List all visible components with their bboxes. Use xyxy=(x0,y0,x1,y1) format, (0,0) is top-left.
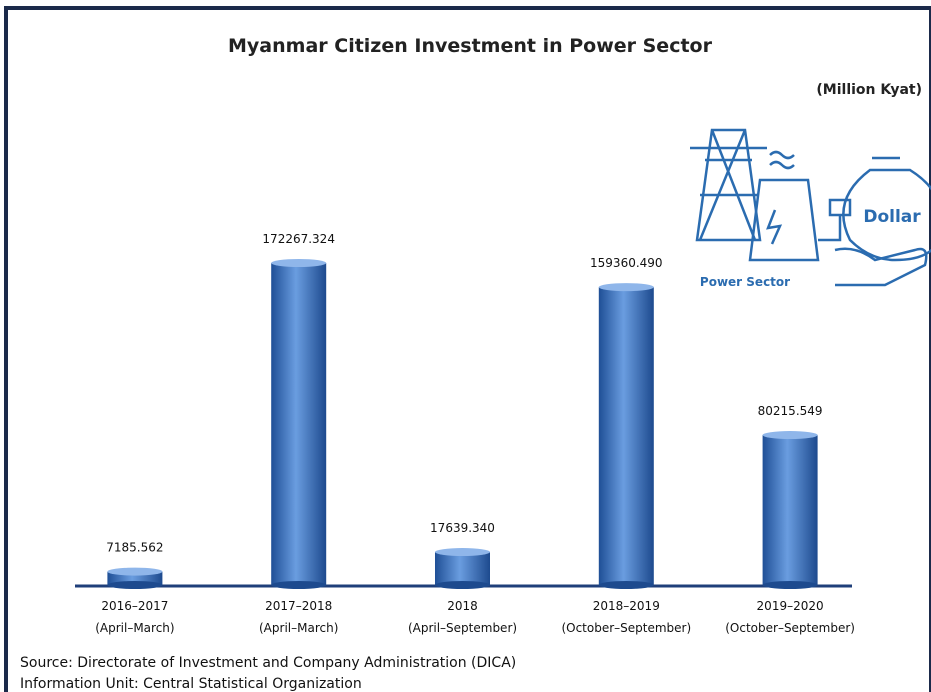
page: Myanmar Citizen Investment in Power Sect… xyxy=(0,0,931,692)
bar-base xyxy=(271,581,326,589)
bar xyxy=(435,552,490,585)
x-tick-label: (April–March) xyxy=(259,621,338,635)
bar-base xyxy=(107,581,162,589)
value-label: 80215.549 xyxy=(758,404,823,418)
bar-cap xyxy=(271,259,326,267)
chart-title: Myanmar Citizen Investment in Power Sect… xyxy=(228,35,713,57)
bar-cap xyxy=(435,548,490,556)
bar xyxy=(599,287,654,585)
unit-label: (Million Kyat) xyxy=(816,82,922,98)
x-tick-label: 2017–2018 xyxy=(265,599,332,613)
bar-cap xyxy=(599,283,654,291)
illustration-label: Dollar xyxy=(863,207,921,227)
frame xyxy=(6,8,931,692)
x-tick-label: 2019–2020 xyxy=(757,599,824,613)
bar-cap xyxy=(763,431,818,439)
x-tick-label: 2018 xyxy=(447,599,478,613)
value-label: 172267.324 xyxy=(262,232,335,246)
value-label: 159360.490 xyxy=(590,256,663,270)
steam xyxy=(770,152,794,168)
bar xyxy=(271,263,326,585)
x-tick-label: (April–March) xyxy=(95,621,174,635)
hand xyxy=(835,249,926,285)
bolt xyxy=(768,210,780,244)
value-label: 17639.340 xyxy=(430,521,495,535)
bar-base xyxy=(763,581,818,589)
value-label: 7185.562 xyxy=(106,541,163,555)
x-tick-label: 2018–2019 xyxy=(593,599,660,613)
bar-base xyxy=(599,581,654,589)
bar-base xyxy=(435,581,490,589)
source: Information Unit: Central Statistical Or… xyxy=(20,676,362,692)
x-tick-label: (April–September) xyxy=(408,621,517,635)
plant xyxy=(750,180,818,260)
x-tick-label: (October–September) xyxy=(561,621,691,635)
x-tick-label: 2016–2017 xyxy=(101,599,168,613)
illustration-label: Power Sector xyxy=(700,275,790,289)
source: Source: Directorate of Investment and Co… xyxy=(20,655,516,671)
bar xyxy=(763,435,818,585)
chart: Myanmar Citizen Investment in Power Sect… xyxy=(0,0,931,692)
x-tick-label: (October–September) xyxy=(725,621,855,635)
bar-cap xyxy=(107,568,162,576)
